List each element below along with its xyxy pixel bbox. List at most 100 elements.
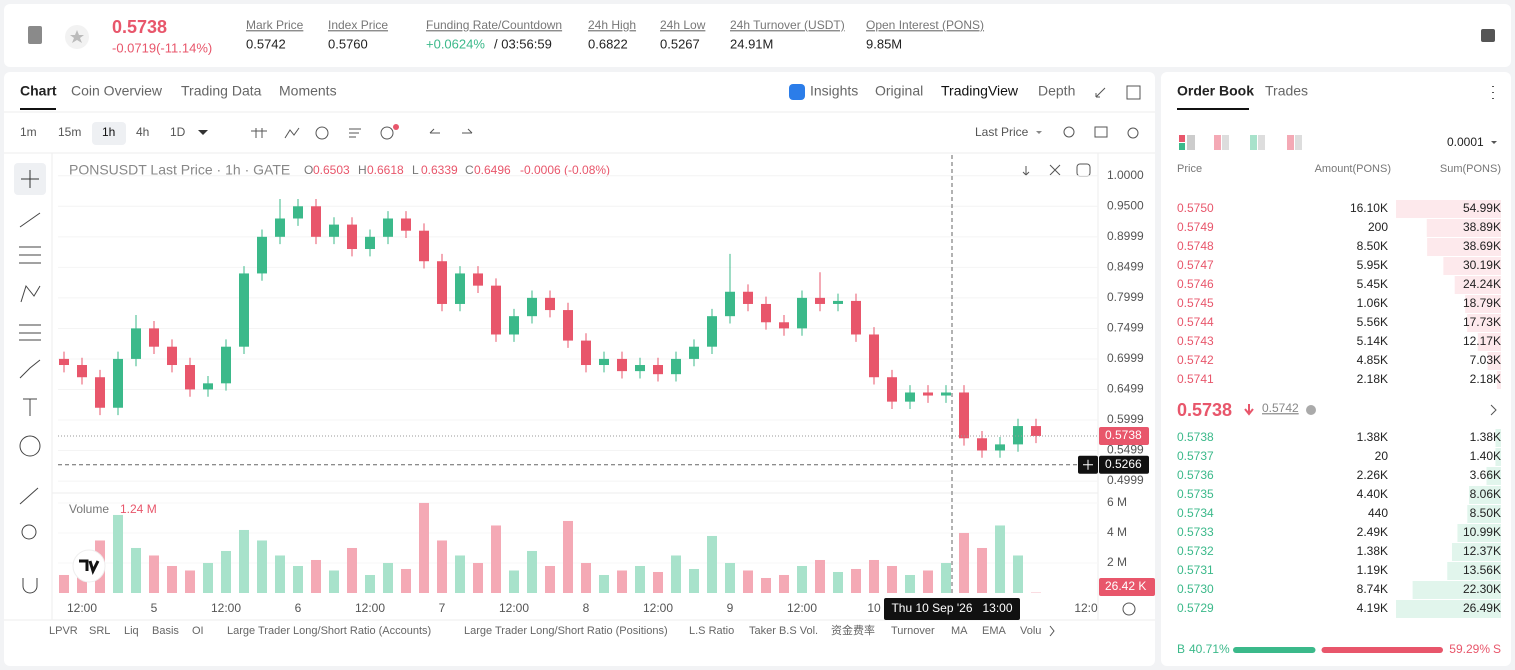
interval[interactable]: 4h [136, 125, 149, 139]
price-change: -0.0719(-11.14%) [112, 40, 212, 55]
ob-price[interactable]: 0.5748 [1177, 239, 1214, 253]
ohlc-key: O [304, 163, 313, 177]
volume-bar [527, 550, 537, 593]
ob-price[interactable]: 0.5734 [1177, 506, 1214, 520]
ohlc-value: 0.6618 [367, 163, 404, 177]
depth-bar [1495, 448, 1501, 466]
chart-tab[interactable]: Chart [20, 83, 57, 99]
x-tick-label: 6 [295, 601, 302, 615]
indicator[interactable]: LPVR [49, 625, 78, 637]
orderbook-layout-icons[interactable] [1179, 135, 1302, 150]
chart-tab[interactable]: Coin Overview [71, 83, 163, 99]
ob-price[interactable]: 0.5750 [1177, 201, 1214, 215]
ob-price[interactable]: 0.5735 [1177, 487, 1214, 501]
volume-bar [203, 562, 213, 593]
volume-bar [275, 555, 285, 593]
drawing-tools [19, 212, 41, 594]
depth-bar [1412, 581, 1501, 599]
price-type[interactable]: Last Price [975, 125, 1029, 139]
candle-body [437, 261, 447, 304]
interval[interactable]: 15m [58, 125, 81, 139]
view-tab[interactable]: Insights [810, 83, 858, 99]
indicator[interactable]: SRL [89, 625, 110, 637]
view-tab[interactable]: Original [875, 83, 923, 99]
interval[interactable]: 1h [102, 125, 115, 139]
depth-bar [1495, 429, 1501, 447]
ob-price[interactable]: 0.5732 [1177, 544, 1214, 558]
ohlc-value: 0.6503 [313, 163, 350, 177]
indicator[interactable]: Large Trader Long/Short Ratio (Accounts) [227, 625, 431, 637]
volume-bar [707, 535, 717, 593]
indicator[interactable]: Basis [152, 625, 179, 637]
indicator[interactable]: L.S Ratio [689, 625, 734, 637]
ob-tab[interactable]: Trades [1265, 83, 1308, 99]
ob-price[interactable]: 0.5744 [1177, 315, 1214, 329]
volume-bar [869, 559, 879, 593]
indicator[interactable]: OI [192, 625, 204, 637]
ob-sum: 8.50K [1470, 506, 1501, 520]
precision[interactable]: 0.0001 [1447, 135, 1484, 149]
ob-price[interactable]: 0.5742 [1177, 353, 1214, 367]
active-interval [92, 122, 126, 145]
depth-bar [1465, 295, 1501, 313]
indicator[interactable]: Turnover [891, 625, 935, 637]
y-tick-label: 0.6999 [1107, 351, 1144, 365]
chart-tab[interactable]: Trading Data [181, 83, 262, 99]
header-icon[interactable] [1481, 29, 1495, 42]
ob-sum: 38.89K [1463, 220, 1501, 234]
indicator[interactable]: MA [951, 625, 968, 637]
ob-amount: 1.38K [1357, 430, 1388, 444]
stat-value: 0.5267 [660, 36, 700, 51]
chart-tab[interactable]: Moments [279, 83, 337, 99]
ob-amount: 16.10K [1350, 201, 1388, 215]
candle-body [239, 273, 249, 347]
ob-price[interactable]: 0.5743 [1177, 334, 1214, 348]
candle-body [689, 346, 699, 359]
ob-tab[interactable]: Order Book [1177, 83, 1254, 99]
ob-price[interactable]: 0.5746 [1177, 277, 1214, 291]
ob-price[interactable]: 0.5745 [1177, 296, 1214, 310]
volume-bar [311, 559, 321, 593]
sell-bar [1321, 647, 1443, 653]
stat-label: Index Price [328, 18, 388, 32]
ob-price[interactable]: 0.5741 [1177, 372, 1214, 386]
ob-price[interactable]: 0.5729 [1177, 601, 1214, 615]
ob-price[interactable]: 0.5736 [1177, 468, 1214, 482]
candle-body [221, 346, 231, 384]
indicator[interactable]: 资金费率 [831, 623, 875, 637]
ob-price[interactable]: 0.5733 [1177, 525, 1214, 539]
ob-price[interactable]: 0.5747 [1177, 258, 1214, 272]
candle-body [545, 297, 555, 311]
stat-label: Funding Rate/Countdown [426, 18, 562, 32]
volume-tick-label: 2 M [1107, 555, 1127, 569]
indicator[interactable]: Volu [1020, 625, 1041, 637]
ob-price[interactable]: 0.5738 [1177, 430, 1214, 444]
x-tick-label: 8 [583, 601, 590, 615]
view-tab[interactable]: Depth [1038, 83, 1075, 99]
ob-price[interactable]: 0.5749 [1177, 220, 1214, 234]
volume-bar [473, 562, 483, 593]
last-price: 0.5738 [112, 17, 167, 37]
volume-bar [293, 565, 303, 593]
candle-body [59, 358, 69, 366]
indicator[interactable]: EMA [982, 625, 1007, 637]
view-tab[interactable]: TradingView [941, 83, 1019, 99]
ob-price[interactable]: 0.5730 [1177, 582, 1214, 596]
ob-amount: 200 [1368, 220, 1388, 234]
ob-price[interactable]: 0.5737 [1177, 449, 1214, 463]
x-tick-label: 9 [727, 601, 734, 615]
candle-body [851, 300, 861, 335]
tab-underline [20, 108, 56, 110]
indicator[interactable]: Liq [124, 625, 139, 637]
ob-price[interactable]: 0.5731 [1177, 563, 1214, 577]
candle-body [491, 285, 501, 335]
indicator[interactable]: Taker B.S Vol. [749, 625, 818, 637]
candle-body [995, 444, 1005, 451]
interval[interactable]: 1m [20, 125, 37, 139]
ob-amount: 2.49K [1357, 525, 1388, 539]
candle-body [941, 392, 951, 396]
indicator[interactable]: Large Trader Long/Short Ratio (Positions… [464, 625, 668, 637]
candle-body [347, 224, 357, 250]
ob-sum: 2.18K [1470, 372, 1501, 386]
interval[interactable]: 1D [170, 125, 186, 139]
